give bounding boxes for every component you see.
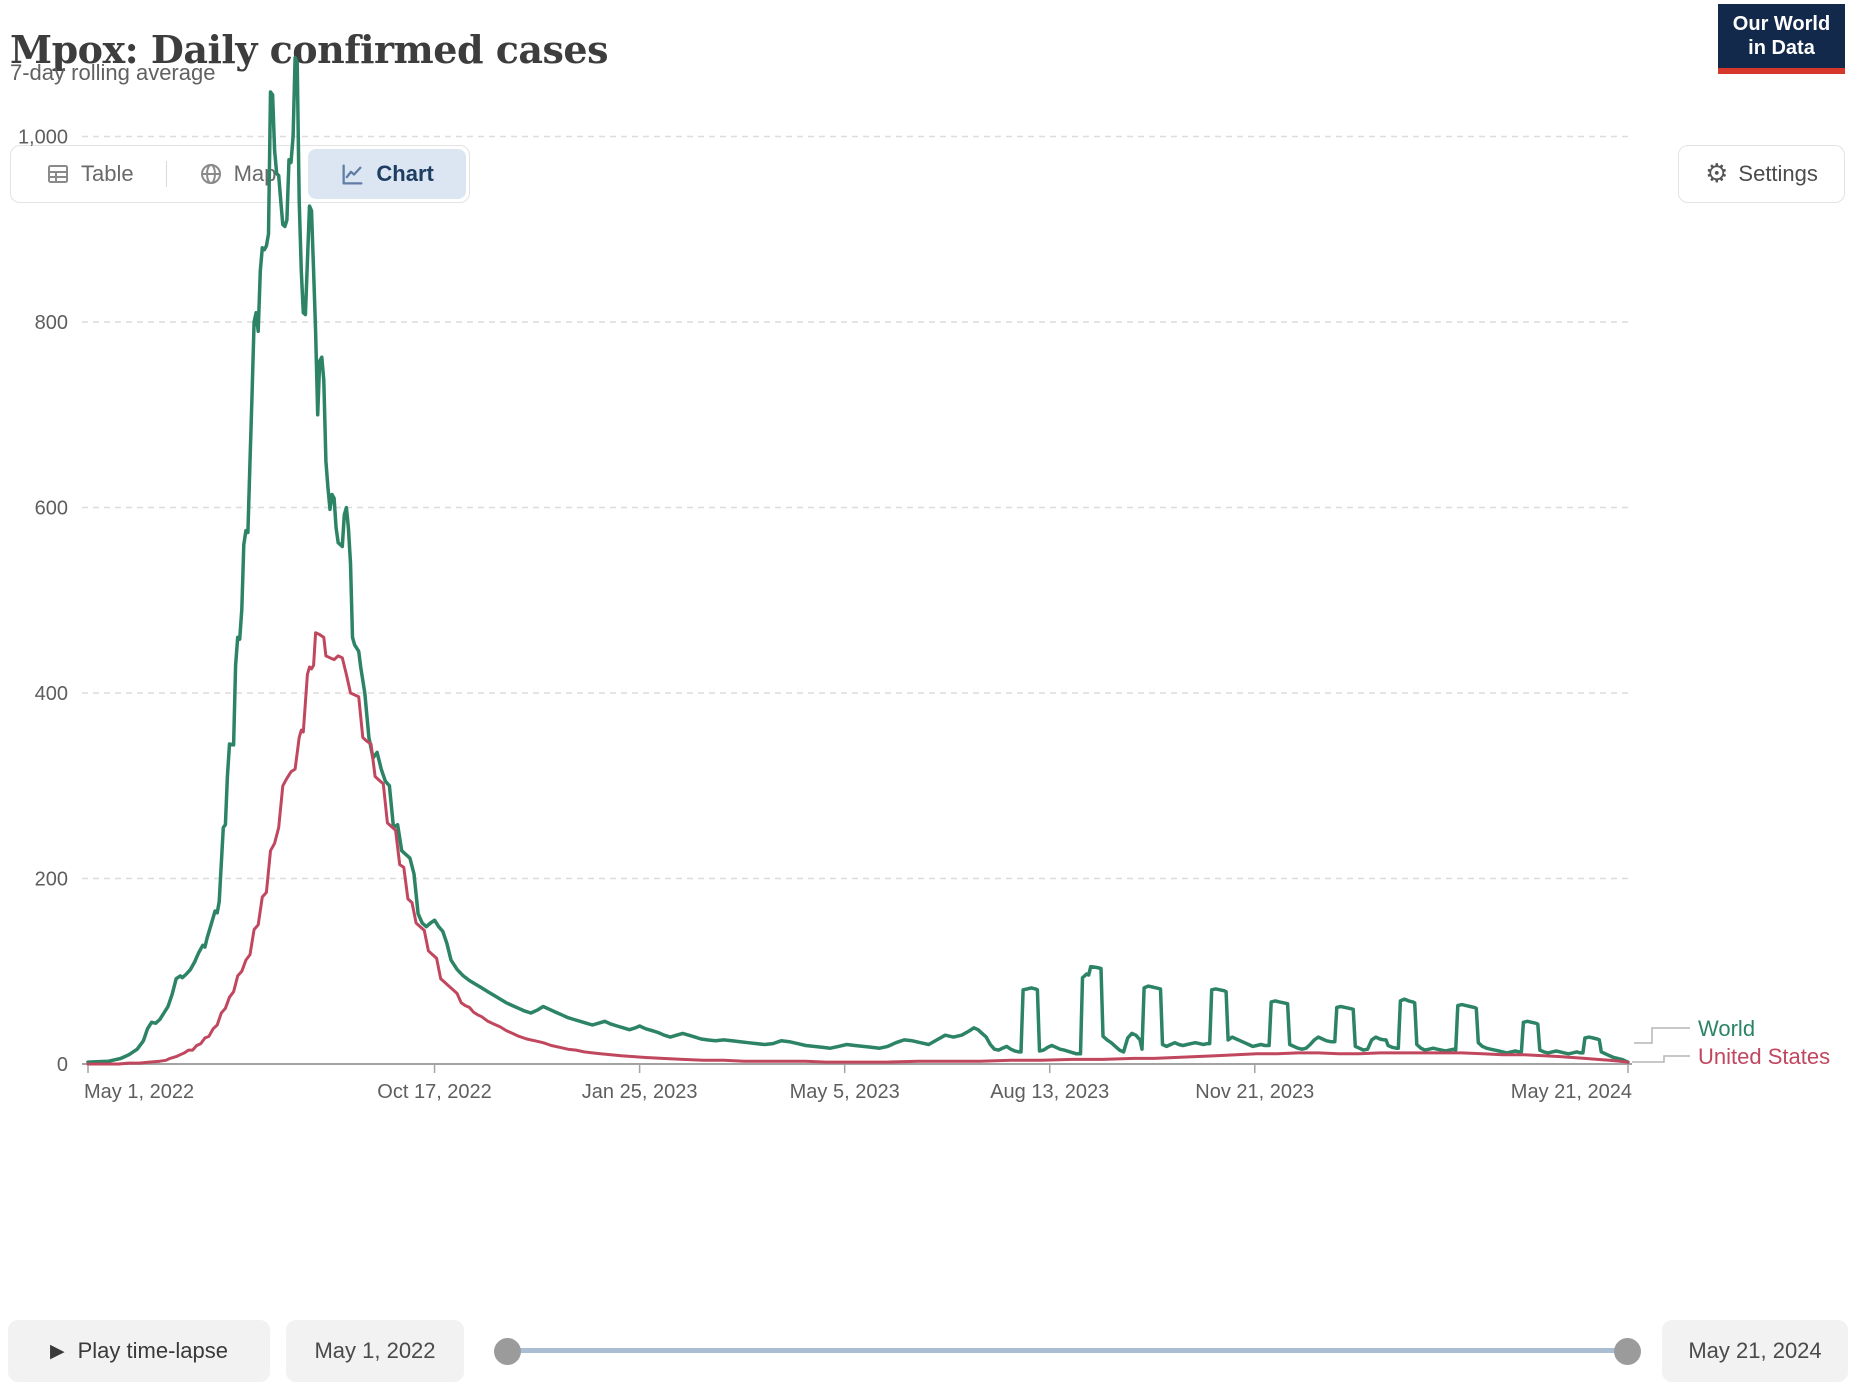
- x-axis-tick-label: May 1, 2022: [84, 1081, 194, 1103]
- y-axis-tick-label: 1,000: [18, 127, 68, 149]
- series-line-world[interactable]: [86, 55, 1630, 1064]
- y-axis-tick-label: 400: [35, 683, 68, 705]
- tab-table[interactable]: Table: [14, 149, 166, 199]
- tab-divider: [165, 161, 167, 187]
- timeline-slider-track[interactable]: [507, 1348, 1628, 1353]
- timeline-end-date: May 21, 2024: [1662, 1320, 1848, 1382]
- x-axis-tick-label: May 5, 2023: [790, 1081, 900, 1103]
- timeline-end-handle[interactable]: [1614, 1338, 1641, 1365]
- line-chart[interactable]: 0 200 400 600 800 1,000 May 1, 2022 Oct 17, 20…: [0, 0, 1856, 1114]
- page-title: Mpox: Daily confirmed cases: [10, 27, 608, 73]
- timeline-start-handle[interactable]: [494, 1338, 521, 1365]
- play-icon: ▶: [49, 1339, 65, 1362]
- y-axis-tick-label: 0: [57, 1054, 68, 1076]
- view-tab-bar: Table Map Chart: [10, 145, 470, 203]
- line-chart-icon: [340, 162, 365, 187]
- legend-label-united-states[interactable]: United States: [1698, 1044, 1830, 1069]
- x-axis-tick-label: Aug 13, 2023: [990, 1081, 1109, 1103]
- x-axis-tick-label: Jan 25, 2023: [582, 1081, 698, 1103]
- timeline-start-date-label: May 1, 2022: [314, 1338, 436, 1363]
- tab-chart-label: Chart: [376, 161, 434, 186]
- legend-connector-world: [1634, 1027, 1690, 1044]
- x-axis-tick-label: Oct 17, 2022: [377, 1081, 492, 1103]
- play-timelapse-button[interactable]: ▶ Play time-lapse: [8, 1320, 270, 1382]
- owid-logo-line1: Our World: [1732, 13, 1831, 35]
- timeline-start-date: May 1, 2022: [286, 1320, 464, 1382]
- globe-icon: [199, 162, 223, 186]
- settings-button[interactable]: ⚙ Settings: [1678, 145, 1845, 203]
- owid-logo[interactable]: Our World in Data: [1718, 4, 1845, 74]
- tab-table-label: Table: [81, 161, 134, 186]
- x-axis: May 1, 2022 Oct 17, 2022 Jan 25, 2023 May 5…: [84, 1064, 1632, 1103]
- legend: World United States: [1632, 1016, 1830, 1069]
- series-lines: [86, 55, 1630, 1066]
- series-line-united-states[interactable]: [86, 631, 1630, 1066]
- owid-logo-line2: in Data: [1748, 37, 1815, 59]
- tab-chart[interactable]: Chart: [308, 149, 466, 199]
- y-axis-tick-label: 600: [35, 498, 68, 520]
- timeline-end-date-label: May 21, 2024: [1688, 1338, 1822, 1363]
- y-axis-tick-label: 200: [35, 869, 68, 891]
- chart-subtitle: 7-day rolling average: [10, 60, 216, 85]
- table-icon: [46, 162, 70, 186]
- play-timelapse-label: Play time-lapse: [77, 1338, 228, 1363]
- gridlines: 0 200 400 600 800 1,000: [18, 127, 1632, 1076]
- y-axis-tick-label: 800: [35, 312, 68, 334]
- x-axis-tick-label: May 21, 2024: [1511, 1081, 1632, 1103]
- legend-connector-us: [1632, 1055, 1690, 1063]
- legend-label-world[interactable]: World: [1698, 1016, 1755, 1041]
- settings-label: Settings: [1738, 161, 1818, 186]
- gear-icon: ⚙: [1705, 159, 1729, 189]
- x-axis-tick-label: Nov 21, 2023: [1195, 1081, 1314, 1103]
